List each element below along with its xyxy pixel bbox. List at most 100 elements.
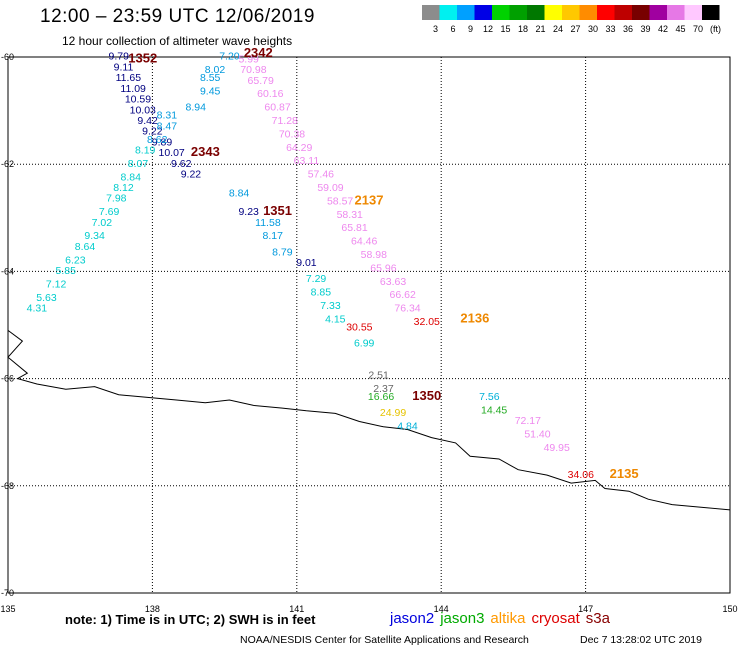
- x-tick-label: 147: [578, 604, 593, 614]
- wave-height-value: 4.15: [325, 313, 346, 325]
- wave-height-value: 11.58: [255, 217, 281, 229]
- wave-height-value: 7.98: [106, 193, 127, 205]
- wave-height-value: 64.46: [351, 236, 377, 248]
- y-tick-label: -60: [1, 52, 14, 62]
- legend-item-cryosat: cryosat: [531, 610, 580, 627]
- wave-height-value: 7.29: [306, 273, 327, 285]
- x-tick-label: 144: [434, 604, 449, 614]
- scale-label: 45: [675, 24, 685, 34]
- wave-height-value: 8.19: [135, 144, 156, 156]
- wave-height-value: 5.99: [238, 53, 259, 65]
- scale-swatch: [544, 5, 562, 20]
- scale-label: 30: [588, 24, 598, 34]
- x-tick-label: 138: [145, 604, 160, 614]
- scale-swatch: [527, 5, 545, 20]
- wave-height-value: 65.96: [370, 262, 396, 274]
- wave-height-value: 49.95: [544, 442, 570, 454]
- scale-label: 42: [658, 24, 668, 34]
- wave-height-value: 7.12: [46, 278, 67, 290]
- wave-height-value: 8.12: [113, 182, 134, 194]
- wave-height-value: 14.45: [481, 404, 507, 416]
- y-tick-label: -64: [1, 266, 14, 276]
- wave-height-value: 8.84: [121, 171, 142, 183]
- scale-swatch: [474, 5, 492, 20]
- scale-swatch: [597, 5, 615, 20]
- wave-height-value: 7.02: [92, 217, 113, 229]
- wave-height-value: 8.94: [186, 102, 207, 114]
- timestamp-text: Dec 7 13:28:02 UTC 2019: [580, 634, 702, 646]
- wave-height-value: 7.33: [320, 300, 341, 312]
- wave-height-value: 9.42: [137, 115, 158, 127]
- scale-label: 15: [500, 24, 510, 34]
- pass-label: 1351: [263, 203, 292, 218]
- wave-height-value: 8.85: [311, 287, 332, 299]
- wave-height-value: 60.16: [257, 88, 283, 100]
- pass-label: 2137: [355, 192, 384, 207]
- scale-label: (ft): [710, 24, 721, 34]
- note-text: note: 1) Time is in UTC; 2) SWH is in fe…: [65, 612, 316, 627]
- wave-height-value: 11.65: [116, 72, 142, 84]
- scale-label: 6: [450, 24, 455, 34]
- scale-swatch: [632, 5, 650, 20]
- wave-height-value: 9.45: [200, 86, 221, 98]
- wave-height-value: 32.05: [414, 316, 440, 328]
- scale-label: 12: [483, 24, 493, 34]
- scale-swatch: [667, 5, 685, 20]
- wave-height-value: 11.09: [120, 83, 146, 95]
- map-frame: [7, 56, 731, 594]
- scale-swatch: [579, 5, 597, 20]
- wave-height-value: 9.89: [152, 136, 173, 148]
- scale-swatch: [439, 5, 457, 20]
- wave-height-value: 8.07: [128, 158, 149, 170]
- wave-height-value: 66.62: [390, 289, 416, 301]
- legend-item-jason3: jason3: [440, 610, 485, 627]
- wave-height-value: 7.69: [99, 206, 120, 218]
- scale-swatch: [684, 5, 702, 20]
- wave-height-value: 63.63: [380, 276, 406, 288]
- scale-swatch: [702, 5, 720, 20]
- page-title: 12:00 – 23:59 UTC 12/06/2019: [40, 6, 315, 27]
- wave-height-value: 8.64: [75, 241, 96, 253]
- wave-height-value: 34.06: [568, 469, 594, 481]
- scale-label: 27: [570, 24, 580, 34]
- scale-label: 70: [693, 24, 703, 34]
- coastline: [7, 329, 731, 511]
- scale-swatch: [492, 5, 510, 20]
- scale-label: 18: [518, 24, 528, 34]
- scale-swatch: [457, 5, 475, 20]
- pass-label: 1352: [128, 50, 157, 65]
- wave-height-value: 9.22: [181, 169, 202, 181]
- y-tick-label: -66: [1, 374, 14, 384]
- legend-item-jason2: jason2: [390, 610, 435, 627]
- wave-height-value: 30.55: [346, 321, 372, 333]
- scale-swatch: [614, 5, 632, 20]
- wave-height-value: 70.38: [279, 128, 305, 140]
- wave-height-value: 8.84: [229, 187, 250, 199]
- wave-height-value: 59.09: [317, 182, 343, 194]
- wave-height-color-scale: 3 6 9 12 15 18 21 24 27 30 33 36 39 42 45 70 (ft): [422, 5, 721, 34]
- wave-height-value: 8.31: [157, 110, 178, 122]
- legend-item-altika: altika: [490, 610, 526, 627]
- wave-height-value: 58.98: [361, 249, 387, 261]
- y-tick-label: -70: [1, 588, 14, 598]
- wave-height-value: 2.37: [373, 383, 394, 395]
- x-tick-label: 135: [0, 604, 15, 614]
- pass-label: 2342: [244, 45, 273, 60]
- wave-height-value: 2.51: [368, 370, 389, 382]
- wave-height-value: 4.84: [397, 421, 418, 433]
- wave-height-value: 5.63: [36, 292, 57, 304]
- wave-height-value: 57.46: [308, 169, 334, 181]
- scale-label: 3: [433, 24, 438, 34]
- scale-swatch: [649, 5, 667, 20]
- wave-height-value: 71.28: [272, 115, 298, 127]
- wave-height-value: 4.31: [27, 303, 48, 315]
- legend-item-s3a: s3a: [585, 610, 610, 627]
- wave-height-value: 51.40: [524, 429, 550, 441]
- wave-height-value: 9.79: [108, 51, 129, 63]
- y-tick-label: -68: [1, 481, 14, 491]
- wave-height-value: 58.31: [337, 209, 363, 221]
- x-tick-label: 150: [722, 604, 737, 614]
- pass-label: 2343: [191, 144, 220, 159]
- wave-height-value: 7.56: [479, 391, 500, 403]
- scale-label: 36: [623, 24, 633, 34]
